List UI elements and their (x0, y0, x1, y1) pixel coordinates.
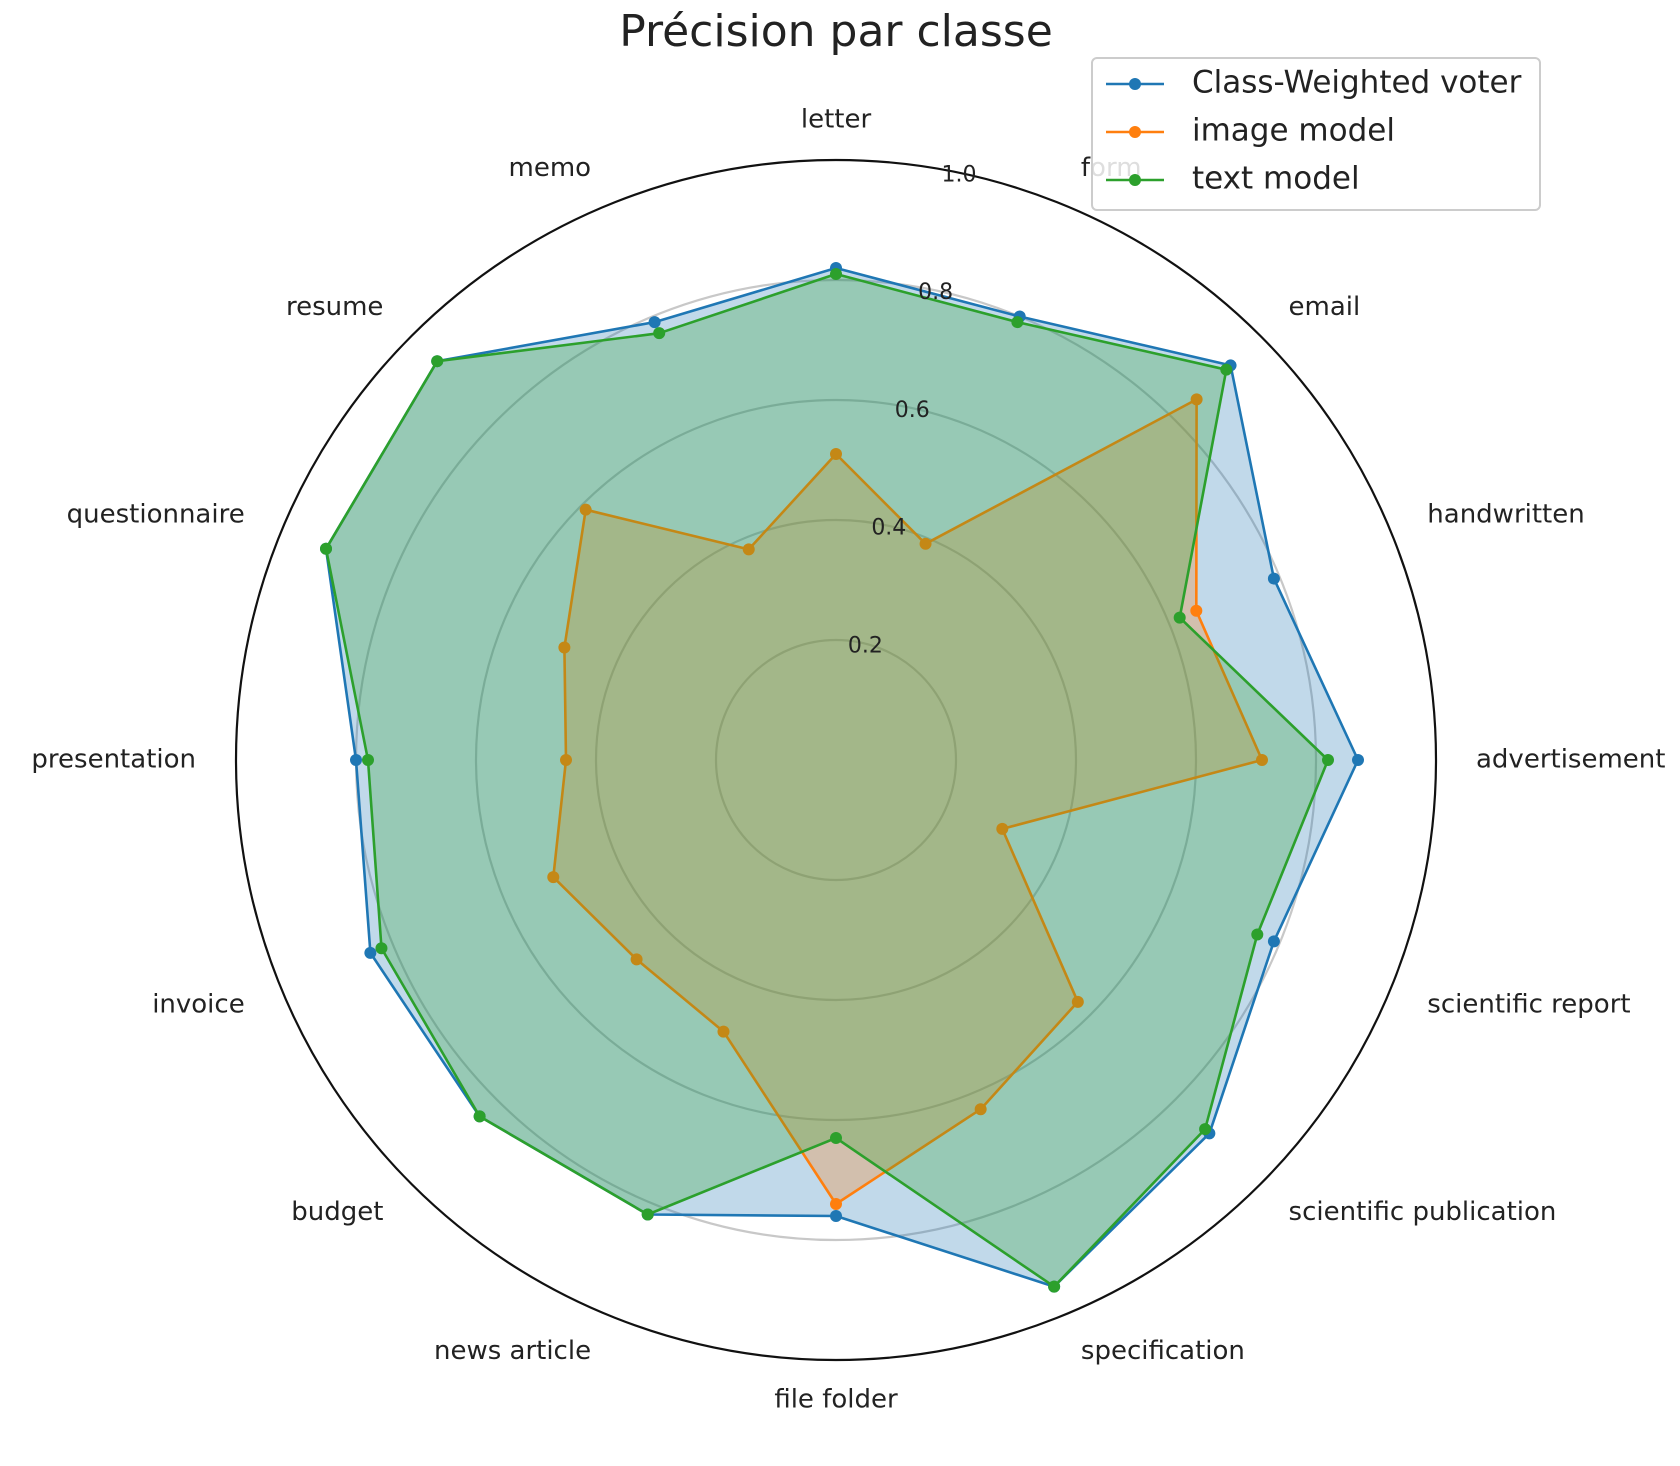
category-label-3: handwritten (1427, 500, 1584, 530)
series-0-point-15 (648, 316, 661, 329)
category-label-7: specification (1081, 1336, 1245, 1366)
category-label-2: email (1289, 292, 1361, 322)
legend-label-1: image model (1192, 113, 1395, 149)
series-2-point-2 (1220, 363, 1233, 376)
category-labels: letterformemailhandwrittenadvertisements… (31, 105, 1665, 1415)
series-1-point-9 (717, 1025, 730, 1038)
series-1-point-11 (547, 871, 560, 884)
category-label-14: resume (286, 292, 383, 322)
series-0-point-11 (364, 946, 377, 959)
category-label-4: advertisement (1476, 745, 1665, 775)
tick-label-2: 0.6 (895, 398, 930, 423)
legend-marker-0 (1129, 78, 1141, 90)
series-1-point-4 (1256, 754, 1268, 766)
legend-marker-1 (1129, 126, 1141, 138)
category-label-8: file folder (774, 1385, 898, 1415)
series-1-point-5 (996, 822, 1009, 835)
radial-tick-labels: 0.2 0.4 0.6 0.8 1.0 (848, 163, 977, 659)
category-label-0: letter (801, 105, 872, 135)
series-2-point-8 (830, 1132, 842, 1144)
series-2-point-3 (1173, 611, 1186, 624)
series-1-point-8 (830, 1198, 842, 1210)
tick-label-3: 0.8 (918, 280, 953, 305)
legend-label-2: text model (1192, 161, 1360, 197)
legend-label-0: Class-Weighted voter (1192, 65, 1522, 101)
series-fill-1 (553, 399, 1262, 1204)
tick-label-0: 0.2 (848, 633, 883, 658)
category-label-5: scientific report (1427, 989, 1630, 1019)
series-1-point-14 (579, 503, 592, 516)
legend-box (1091, 57, 1541, 211)
series-2-point-7 (1048, 1280, 1061, 1293)
series-2-point-10 (473, 1110, 486, 1123)
series-1-point-12 (560, 754, 572, 766)
series-0-point-4 (1352, 754, 1364, 766)
series-2-point-4 (1322, 754, 1334, 766)
series-0-point-3 (1267, 572, 1280, 585)
series-1-point-10 (630, 953, 643, 966)
series-1-point-7 (974, 1103, 987, 1116)
series-2-point-15 (653, 327, 666, 340)
grid-circle-1 (594, 518, 1078, 1002)
series-1-point-2 (1190, 393, 1203, 406)
series-2-point-11 (375, 942, 388, 955)
series-2-point-5 (1251, 928, 1264, 941)
legend: Class-Weighted voter image model text mode… (1091, 57, 1541, 211)
category-label-12: presentation (31, 745, 196, 775)
series-fill-2 (326, 274, 1328, 1287)
series-1-point-6 (1071, 995, 1084, 1008)
series-2-point-6 (1199, 1123, 1212, 1136)
category-label-13: questionnaire (67, 500, 245, 530)
series-1-point-13 (558, 641, 571, 654)
series-2-point-12 (362, 754, 374, 766)
tick-label-1: 0.4 (871, 516, 906, 541)
grid-circle-0 (714, 638, 958, 882)
tick-label-4: 1.0 (942, 163, 977, 188)
series-2-point-0 (830, 268, 842, 280)
series-0-point-5 (1267, 935, 1280, 948)
series-1-point-0 (830, 448, 842, 460)
outer-circle (234, 158, 1438, 1362)
chart-title: Précision par classe (619, 6, 1053, 57)
grid-circle-2 (474, 398, 1198, 1122)
category-label-10: budget (291, 1197, 383, 1227)
series-1-point-15 (742, 543, 755, 556)
series-1-point-3 (1190, 604, 1203, 617)
legend-marker-2 (1129, 174, 1141, 186)
category-label-9: news article (434, 1336, 591, 1366)
series-0-point-12 (350, 754, 362, 766)
series-2-point-9 (641, 1208, 654, 1221)
series-group (320, 262, 1364, 1293)
series-1-point-1 (919, 537, 932, 550)
series-0-point-8 (830, 1210, 842, 1222)
series-2-point-13 (320, 542, 333, 555)
category-label-15: memo (509, 153, 592, 183)
series-2-point-1 (1011, 316, 1024, 329)
outer-frame (234, 158, 1438, 1362)
category-label-11: invoice (152, 989, 245, 1019)
category-label-6: scientific publication (1289, 1197, 1557, 1227)
series-2-point-14 (431, 355, 444, 368)
